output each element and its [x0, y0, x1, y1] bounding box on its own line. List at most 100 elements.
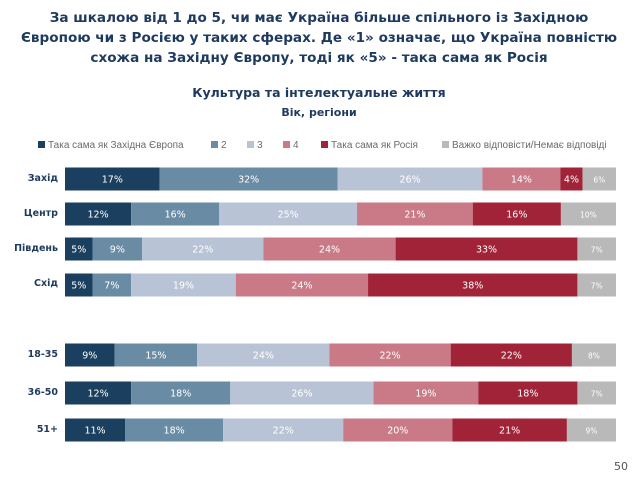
- bar-segment-7-1: [65, 418, 126, 442]
- bar-label-6-1: 12%: [87, 389, 108, 400]
- legend-item-5: Така сама як Росія: [321, 140, 418, 151]
- bar-segment-6-3: [230, 381, 374, 405]
- bar-segment-7-2: [125, 418, 224, 442]
- bar-label-6-3: 26%: [291, 389, 312, 400]
- legend-label-2: 2: [221, 140, 227, 151]
- bar-label-3-5: 33%: [476, 245, 497, 256]
- bar-segment-1-5: [560, 167, 583, 191]
- bar-label-1-2: 32%: [238, 175, 259, 186]
- bar-segment-6-6: [577, 381, 616, 405]
- legend-label-5: Така сама як Росія: [331, 140, 418, 151]
- bar-label-4-3: 19%: [173, 281, 194, 292]
- legend-swatch-6: [442, 141, 449, 148]
- bar-segment-5-2: [114, 343, 198, 367]
- page-number: 50: [614, 460, 628, 473]
- bar-segment-1-2: [159, 167, 338, 191]
- bar-label-2-5: 16%: [506, 210, 527, 221]
- bar-label-1-5: 4%: [564, 175, 579, 186]
- bar-label-5-5: 22%: [501, 351, 522, 362]
- bar-label-3-4: 24%: [319, 245, 340, 256]
- legend-swatch-5: [321, 141, 328, 148]
- bar-segment-4-3: [131, 273, 236, 297]
- bar-segment-3-1: [65, 237, 93, 261]
- bar-segment-7-6: [566, 418, 616, 442]
- bar-segment-3-6: [577, 237, 616, 261]
- bar-segment-6-5: [478, 381, 578, 405]
- row-label-51plus: 51+: [36, 424, 58, 435]
- bar-label-1-1: 17%: [102, 175, 123, 186]
- bar-segment-2-4: [357, 202, 473, 226]
- bar-label-2-4: 21%: [404, 210, 425, 221]
- bar-label-6-5: 18%: [517, 389, 538, 400]
- bar-label-6-4: 19%: [415, 389, 436, 400]
- bar-segment-1-6: [582, 167, 616, 191]
- bar-label-7-6: 9%: [585, 427, 597, 436]
- bar-segment-5-3: [197, 343, 330, 367]
- row-label-zakhid: Захід: [27, 173, 58, 184]
- bar-label-7-2: 18%: [164, 426, 185, 437]
- bar-segment-4-1: [65, 273, 93, 297]
- row-label-tsentr: Центр: [23, 208, 58, 219]
- bar-label-3-6: 7%: [591, 246, 603, 255]
- bar-segment-2-5: [472, 202, 561, 226]
- bar-label-7-3: 22%: [273, 426, 294, 437]
- bar-segment-5-5: [450, 343, 572, 367]
- bar-segment-7-5: [452, 418, 567, 442]
- legend: Така сама як Західна Європа 2 3 4 Така с…: [38, 140, 638, 154]
- legend-label-6: Важко відповісти/Немає відповіді: [452, 140, 607, 151]
- bar-segment-3-4: [263, 237, 396, 261]
- bar-segment-2-1: [65, 202, 132, 226]
- legend-item-3: 3: [247, 140, 263, 151]
- chart-title: За шкалою від 1 до 5, чи має Україна біл…: [0, 8, 638, 68]
- legend-label-3: 3: [257, 140, 263, 151]
- legend-label-1: Така сама як Західна Європа: [48, 140, 184, 151]
- bar-label-5-3: 24%: [253, 351, 274, 362]
- bar-label-2-2: 16%: [165, 210, 186, 221]
- bar-segment-1-1: [65, 167, 160, 191]
- bar-label-6-6: 7%: [591, 390, 603, 399]
- legend-swatch-3: [247, 141, 254, 148]
- bar-label-5-4: 22%: [380, 351, 401, 362]
- bar-segment-3-2: [92, 237, 143, 261]
- row-label-18-35: 18-35: [27, 349, 58, 360]
- bar-label-1-4: 14%: [511, 175, 532, 186]
- chart-subsubtitle: Вік, регіони: [281, 106, 357, 119]
- bar-label-7-5: 21%: [499, 426, 520, 437]
- bar-segment-3-3: [142, 237, 264, 261]
- bar-segment-5-6: [571, 343, 616, 367]
- bar-segment-4-2: [92, 273, 132, 297]
- bar-segment-2-6: [560, 202, 616, 226]
- legend-item-4: 4: [283, 140, 299, 151]
- bar-label-5-2: 15%: [145, 351, 166, 362]
- bar-label-2-1: 12%: [87, 210, 108, 221]
- bar-label-6-2: 18%: [170, 389, 191, 400]
- bar-label-4-2: 7%: [104, 281, 119, 292]
- bar-segment-5-4: [329, 343, 451, 367]
- bar-segment-3-5: [395, 237, 578, 261]
- legend-swatch-2: [211, 141, 218, 148]
- legend-label-4: 4: [293, 140, 299, 151]
- bar-label-2-6: 10%: [580, 211, 597, 220]
- bar-segment-6-2: [131, 381, 231, 405]
- bar-segment-2-2: [131, 202, 220, 226]
- bar-label-4-1: 5%: [71, 281, 86, 292]
- bar-segment-1-4: [482, 167, 561, 191]
- bar-segment-6-4: [373, 381, 479, 405]
- bar-label-3-1: 5%: [71, 245, 86, 256]
- bar-label-4-6: 7%: [591, 282, 603, 291]
- bar-label-3-2: 9%: [110, 245, 125, 256]
- row-label-pivden: Південь: [14, 243, 58, 254]
- legend-swatch-4: [283, 141, 290, 148]
- bar-label-1-3: 26%: [400, 175, 421, 186]
- bar-segment-4-4: [235, 273, 369, 297]
- row-label-36-50: 36-50: [27, 387, 58, 398]
- bar-label-7-1: 11%: [84, 426, 105, 437]
- bar-label-2-3: 25%: [278, 210, 299, 221]
- bar-label-5-6: 8%: [588, 352, 600, 361]
- bar-segment-7-4: [343, 418, 453, 442]
- bar-label-1-6: 6%: [593, 176, 605, 185]
- bar-segment-7-3: [223, 418, 344, 442]
- bar-segment-6-1: [65, 381, 132, 405]
- bar-segment-4-5: [368, 273, 578, 297]
